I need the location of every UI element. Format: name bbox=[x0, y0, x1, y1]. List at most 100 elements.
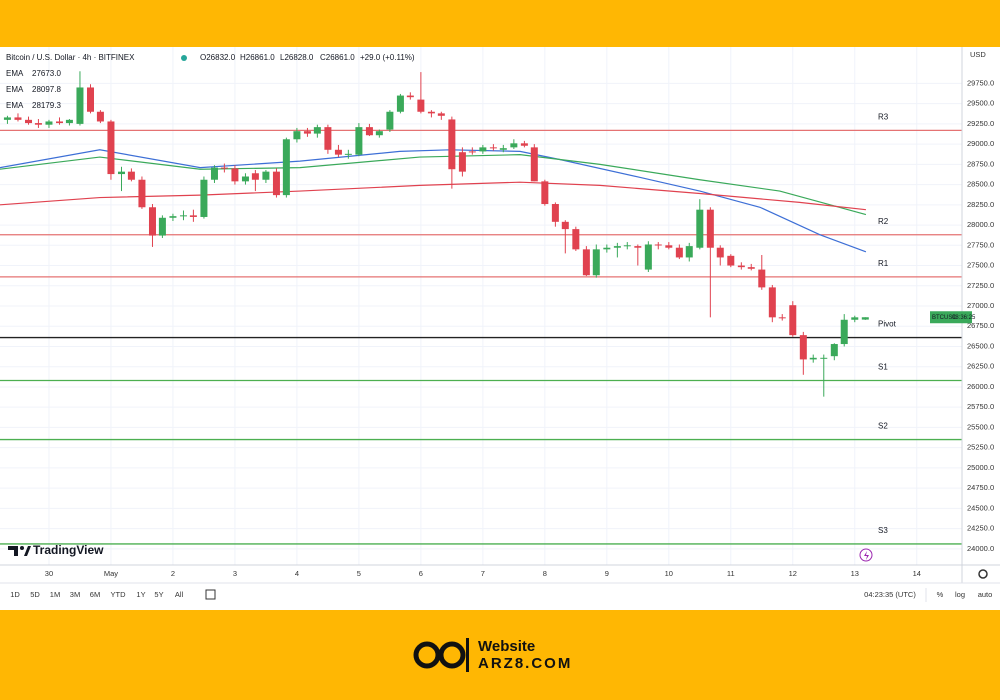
candle-body bbox=[716, 247, 724, 258]
candle-body bbox=[96, 111, 104, 122]
timeframe-button[interactable]: All bbox=[175, 590, 184, 599]
scale-option[interactable]: % bbox=[937, 590, 944, 599]
y-tick-label: 27500.0 bbox=[967, 261, 994, 270]
candle-body bbox=[220, 167, 228, 169]
candle-body bbox=[303, 131, 311, 134]
logo-ring bbox=[438, 641, 466, 669]
logo-icon bbox=[8, 546, 18, 556]
ema-value: 28179.3 bbox=[32, 101, 61, 110]
candle-body bbox=[809, 357, 817, 360]
candle-body bbox=[603, 247, 611, 250]
candle-body bbox=[262, 171, 270, 180]
candle-body bbox=[696, 209, 704, 248]
level-label: S3 bbox=[878, 526, 888, 535]
timeframe-button[interactable]: 6M bbox=[90, 590, 100, 599]
candle-body bbox=[685, 246, 693, 258]
candle-body bbox=[479, 147, 487, 152]
y-tick-label: 25000.0 bbox=[967, 463, 994, 472]
y-tick-label: 24250.0 bbox=[967, 524, 994, 533]
candle-body bbox=[324, 127, 332, 150]
x-tick-label: 2 bbox=[171, 569, 175, 578]
x-tick-label: 3 bbox=[233, 569, 237, 578]
scale-option[interactable]: auto bbox=[978, 590, 993, 599]
candle-body bbox=[427, 111, 435, 114]
ema-line bbox=[0, 149, 867, 253]
candle-body bbox=[468, 151, 476, 153]
level-label: R3 bbox=[878, 112, 889, 121]
candle-body bbox=[313, 127, 321, 134]
x-tick-label: 11 bbox=[727, 569, 735, 578]
candle-body bbox=[210, 167, 218, 180]
candle-body bbox=[778, 317, 786, 319]
timeframe-button[interactable]: 5D bbox=[30, 590, 40, 599]
timeframe-button[interactable]: 3M bbox=[70, 590, 80, 599]
ema-label: EMA bbox=[6, 101, 24, 110]
candle-body bbox=[169, 216, 177, 218]
legend: Bitcoin / U.S. Dollar · 4h · BITFINEX EM… bbox=[6, 53, 415, 110]
y-tick-label: 27250.0 bbox=[967, 281, 994, 290]
candle-body bbox=[293, 131, 301, 140]
candle-body bbox=[138, 179, 146, 208]
timeframe-button[interactable]: 1M bbox=[50, 590, 60, 599]
y-tick-label: 28750.0 bbox=[967, 159, 994, 168]
candle-body bbox=[117, 171, 125, 175]
candle-body bbox=[582, 249, 590, 276]
compare-icon[interactable] bbox=[205, 589, 216, 600]
timeframe-button[interactable]: 1D bbox=[10, 590, 20, 599]
ema-value: 28097.8 bbox=[32, 85, 61, 94]
candle-body bbox=[34, 123, 42, 125]
x-tick-label: 7 bbox=[481, 569, 485, 578]
candle-body bbox=[396, 95, 404, 112]
candle-body bbox=[530, 147, 538, 182]
candle-body bbox=[56, 121, 64, 124]
ohlc-value: H26861.0 bbox=[240, 53, 275, 62]
logo-bar bbox=[466, 638, 469, 672]
candle-body bbox=[758, 269, 766, 288]
y-tick-label: 29500.0 bbox=[967, 99, 994, 108]
currency[interactable]: USD bbox=[970, 50, 986, 59]
y-tick-label: 24500.0 bbox=[967, 503, 994, 512]
candle-body bbox=[592, 249, 600, 276]
candle-body bbox=[644, 244, 652, 270]
level-label: Pivot bbox=[878, 320, 897, 329]
alert-icon bbox=[864, 551, 869, 560]
alert-icon[interactable] bbox=[859, 548, 873, 562]
ema-label: EMA bbox=[6, 69, 24, 78]
candle-body bbox=[572, 229, 580, 250]
y-tick-label: 24750.0 bbox=[967, 483, 994, 492]
candle-body bbox=[3, 117, 11, 120]
candle-body bbox=[158, 217, 166, 236]
footer-logo: Website ARZ8.COM bbox=[413, 638, 572, 672]
candle-body bbox=[200, 179, 208, 217]
y-tick-label: 26500.0 bbox=[967, 341, 994, 350]
timeframe-button[interactable]: YTD bbox=[111, 590, 127, 599]
y-tick-label: 29750.0 bbox=[967, 78, 994, 87]
scale-option[interactable]: log bbox=[955, 590, 965, 599]
chart-title: Bitcoin / U.S. Dollar · 4h · BITFINEX bbox=[6, 53, 135, 62]
ohlc-value: L26828.0 bbox=[280, 53, 314, 62]
candle-body bbox=[737, 265, 745, 268]
last-price-time: 03:36:25 bbox=[952, 315, 976, 321]
footer-line2: ARZ8.COM bbox=[478, 655, 572, 672]
y-tick-label: 27750.0 bbox=[967, 240, 994, 249]
candle-body bbox=[551, 204, 559, 222]
level-label: R2 bbox=[878, 217, 889, 226]
y-tick-label: 25500.0 bbox=[967, 422, 994, 431]
candle-body bbox=[14, 117, 22, 120]
y-tick-label: 25750.0 bbox=[967, 402, 994, 411]
candle-body bbox=[706, 209, 714, 248]
candle-body bbox=[840, 319, 848, 345]
candle-body bbox=[789, 305, 797, 336]
timeframe-button[interactable]: 5Y bbox=[154, 590, 163, 599]
axes: 24000.0 24250.0 24500.0 24750.0 25000.0 25250… bbox=[45, 78, 994, 578]
candle-body bbox=[675, 247, 683, 258]
candle-body bbox=[251, 173, 259, 180]
settings-icon[interactable] bbox=[978, 569, 988, 579]
timeframe-button[interactable]: 1Y bbox=[136, 590, 145, 599]
level-label: S2 bbox=[878, 422, 888, 431]
ohlc-value: O26832.0 bbox=[200, 53, 236, 62]
candle-body bbox=[25, 119, 33, 124]
candle-body bbox=[448, 119, 456, 170]
